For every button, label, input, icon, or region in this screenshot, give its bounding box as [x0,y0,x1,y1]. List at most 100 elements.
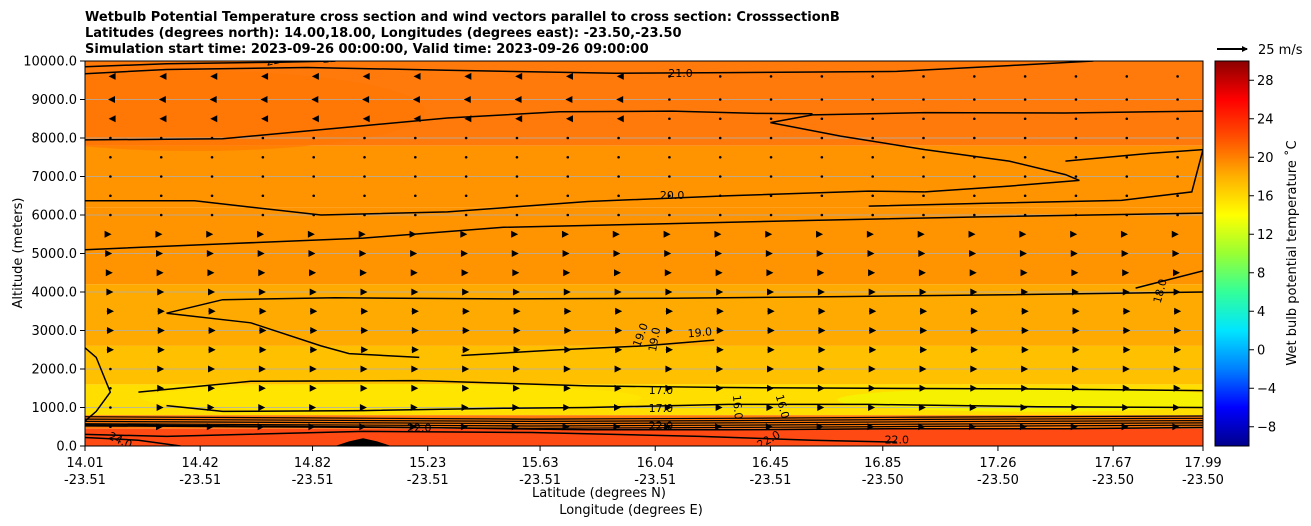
wind-arrow [565,96,573,103]
wind-arrow-head [919,384,927,392]
wind-arrow [158,96,166,103]
wind-arrow-head [105,269,113,277]
wind-arrow-dot [1176,213,1179,217]
wind-arrow-head [258,384,266,392]
wind-arrow-dot [820,175,824,178]
x-tick-label-lon: -23.51 [749,473,791,488]
wind-arrow [973,75,976,78]
wind-arrow [918,423,926,431]
wind-arrow [664,423,672,431]
wind-arrow-head [562,250,570,257]
wind-arrow-head [108,96,116,103]
wind-arrow-head [612,230,620,238]
wind-arrow-head [765,423,773,431]
wind-arrow [617,155,620,159]
wind-arrow [210,194,214,198]
wind-arrow [1072,327,1080,334]
wind-arrow-head [411,327,419,334]
wind-arrow [208,346,216,354]
terrain-shape [335,438,392,446]
wind-arrow-head [564,327,572,334]
wind-arrow [1023,175,1027,178]
wind-arrow-dot [922,75,925,78]
y-tick-label: 7000.0 [32,170,78,185]
wind-arrow-head [817,365,825,373]
wind-arrow [820,175,824,178]
wind-arrow [969,404,977,411]
wind-arrow [309,365,317,373]
wind-arrow-head [1174,307,1182,315]
wind-arrow [918,269,926,277]
wind-arrow [566,175,570,178]
wind-arrow-dot [159,213,163,217]
wind-arrow [1173,327,1182,334]
wind-arrow [922,194,925,198]
wind-arrow-head [410,269,418,277]
wind-arrow [668,194,671,198]
contour-line [461,339,715,357]
wind-arrow [616,96,624,103]
wind-arrow-head [359,250,367,257]
wind-arrow [769,136,773,140]
wind-arrow-dot [922,155,925,159]
wind-arrow [512,365,520,373]
wind-arrow [414,213,417,217]
wind-arrow-head [1070,423,1078,431]
wind-arrow-head [460,250,468,257]
wind-arrow [1070,423,1078,431]
wind-arrow [206,230,214,238]
wind-arrow [208,384,216,392]
wind-arrow [1172,269,1180,277]
wind-arrow [461,404,469,411]
wind-arrow-head [206,423,214,431]
colorbar-bar [1214,60,1250,447]
wind-arrow [512,404,520,411]
wind-arrow-head [1173,288,1181,296]
colorbar-tick-label: 12 [1257,228,1274,243]
wind-arrow [515,194,519,198]
wind-arrow [973,175,976,178]
wind-arrow-dot [718,194,722,198]
wind-arrow [718,136,722,140]
wind-arrow-head [765,250,773,257]
wind-arrow-head [1172,404,1180,411]
wind-arrow [462,307,470,315]
wind-arrow-head [1071,365,1079,373]
wind-arrow-dot [922,194,925,198]
wind-arrow-dot [820,155,824,159]
wind-arrow-head [665,384,673,392]
wind-arrow-dot [668,136,671,140]
wind-arrow-head [665,288,673,296]
contour-line [85,420,1203,425]
wind-arrow [363,194,366,198]
wind-arrow [411,288,419,296]
wind-arrow-head [259,327,267,334]
wind-arrow-head [207,404,215,411]
wind-arrow [973,155,976,159]
wind-arrow [919,327,928,334]
wind-arrow [259,346,267,354]
wind-arrow [109,175,112,178]
wind-arrow-head [515,72,523,80]
wind-arrow-head [663,230,671,238]
y-tick-label: 8000.0 [32,132,78,147]
wind-arrow [157,307,165,315]
wind-arrow [818,346,826,354]
wind-arrow [868,288,876,296]
wind-arrow-head [311,72,319,80]
wind-arrow [817,269,825,277]
wind-arrow [411,365,419,373]
wind-arrow-head [664,250,672,257]
wind-arrow-dot [668,98,671,101]
wind-arrow [363,175,366,178]
wind-arrow-head [208,307,216,315]
contour-line [770,121,1080,193]
wind-arrow [109,155,112,159]
wind-arrow-head [409,230,417,238]
x-tick-label-lon: -23.51 [292,473,334,488]
wind-arrow-head [1071,288,1079,296]
wind-arrow [1074,155,1078,159]
wind-arrow [665,384,673,392]
wind-arrow [1021,365,1029,373]
wind-arrow-head [666,307,674,315]
